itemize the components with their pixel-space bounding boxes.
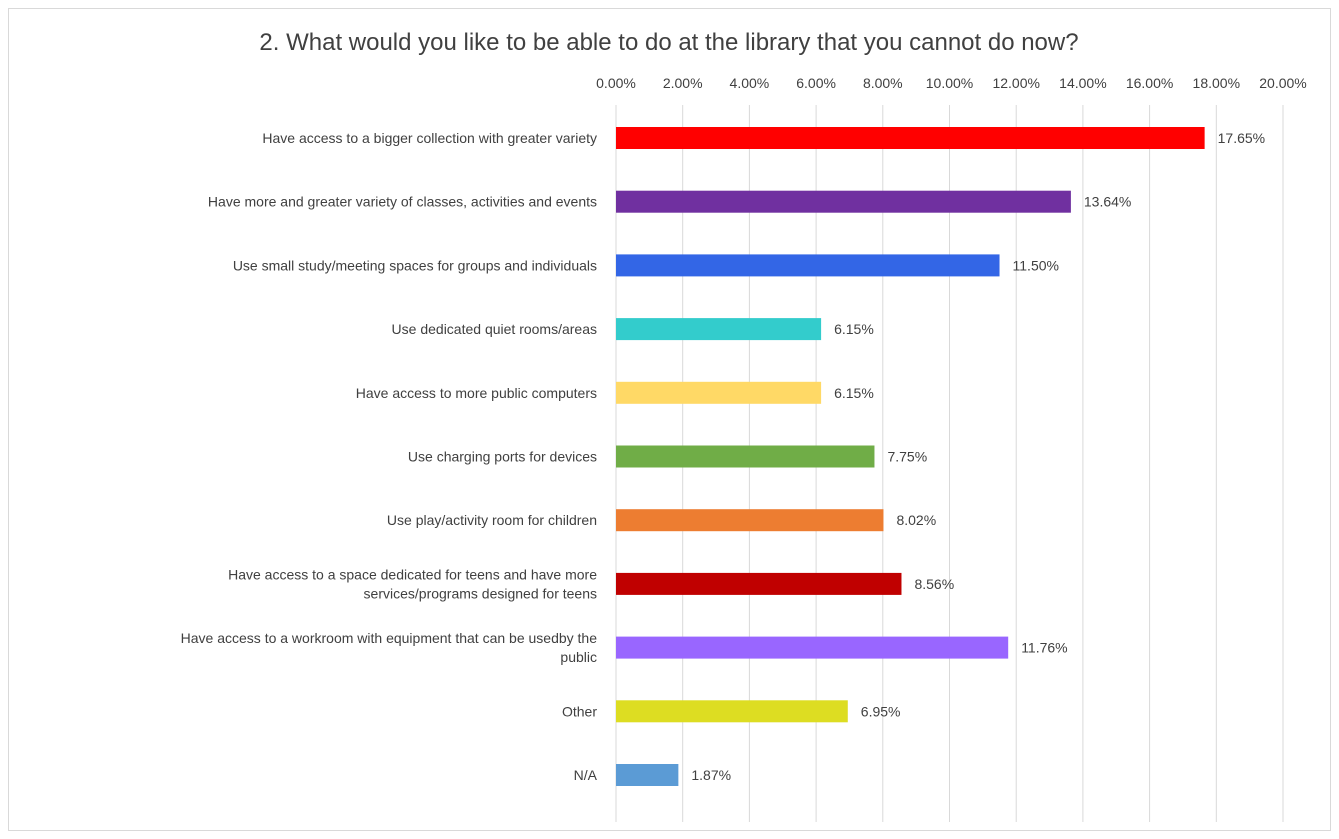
bar <box>616 764 679 786</box>
x-tick-label: 8.00% <box>863 75 903 91</box>
data-label: 6.95% <box>861 703 901 719</box>
bar <box>616 381 822 404</box>
x-tick-label: 10.00% <box>926 75 973 91</box>
x-tick-label: 0.00% <box>596 75 636 91</box>
bar <box>616 190 1071 213</box>
category-label: Have more and greater variety of classes… <box>208 194 597 210</box>
bar <box>616 700 848 723</box>
x-tick-label: 6.00% <box>796 75 836 91</box>
bar <box>616 318 822 341</box>
category-label: Have access to a bigger collection with … <box>262 130 597 146</box>
bar <box>616 636 1009 659</box>
x-tick-label: 12.00% <box>992 75 1039 91</box>
category-label: Other <box>562 703 597 719</box>
bar <box>616 509 884 532</box>
data-label: 13.64% <box>1084 194 1131 210</box>
data-label: 11.50% <box>1013 257 1059 273</box>
category-label: Have access to a space dedicated for tee… <box>228 566 597 601</box>
data-label: 1.87% <box>691 767 731 783</box>
x-tick-label: 16.00% <box>1126 75 1173 91</box>
data-label: 11.76% <box>1021 640 1067 656</box>
data-labels: 17.65% 13.64% 11.50% 6.15% 6.15% 7.75% 8.02% 8.… <box>691 130 1265 783</box>
bar <box>616 445 875 468</box>
category-label: Have access to more public computers <box>356 385 597 401</box>
data-label: 8.02% <box>896 512 936 528</box>
category-label: Have access to a workroom with equipment… <box>181 630 598 665</box>
data-label: 7.75% <box>887 449 927 465</box>
bar <box>616 572 902 595</box>
x-axis-ticks: 0.00% 2.00% 4.00% 6.00% 8.00% 10.00% 12.00% 14.… <box>596 75 1307 91</box>
x-tick-label: 4.00% <box>730 75 770 91</box>
category-labels: Have access to a bigger collection with … <box>181 130 598 783</box>
x-tick-label: 2.00% <box>663 75 703 91</box>
category-label: Use play/activity room for children <box>387 512 597 528</box>
x-tick-label: 14.00% <box>1059 75 1106 91</box>
data-label: 6.15% <box>834 321 874 337</box>
x-tick-label: 18.00% <box>1193 75 1240 91</box>
category-label: Use charging ports for devices <box>408 449 597 465</box>
data-label: 8.56% <box>914 576 954 592</box>
chart-title: 2. What would you like to be able to do … <box>259 29 1078 56</box>
category-label: Use dedicated quiet rooms/areas <box>392 321 597 337</box>
x-tick-label: 20.00% <box>1259 75 1306 91</box>
category-label: N/A <box>574 767 598 783</box>
data-label: 17.65% <box>1218 130 1265 146</box>
bar <box>616 254 1000 277</box>
bars <box>616 127 1205 786</box>
data-label: 6.15% <box>834 385 874 401</box>
category-label: Use small study/meeting spaces for group… <box>233 257 597 273</box>
bar <box>616 127 1205 149</box>
